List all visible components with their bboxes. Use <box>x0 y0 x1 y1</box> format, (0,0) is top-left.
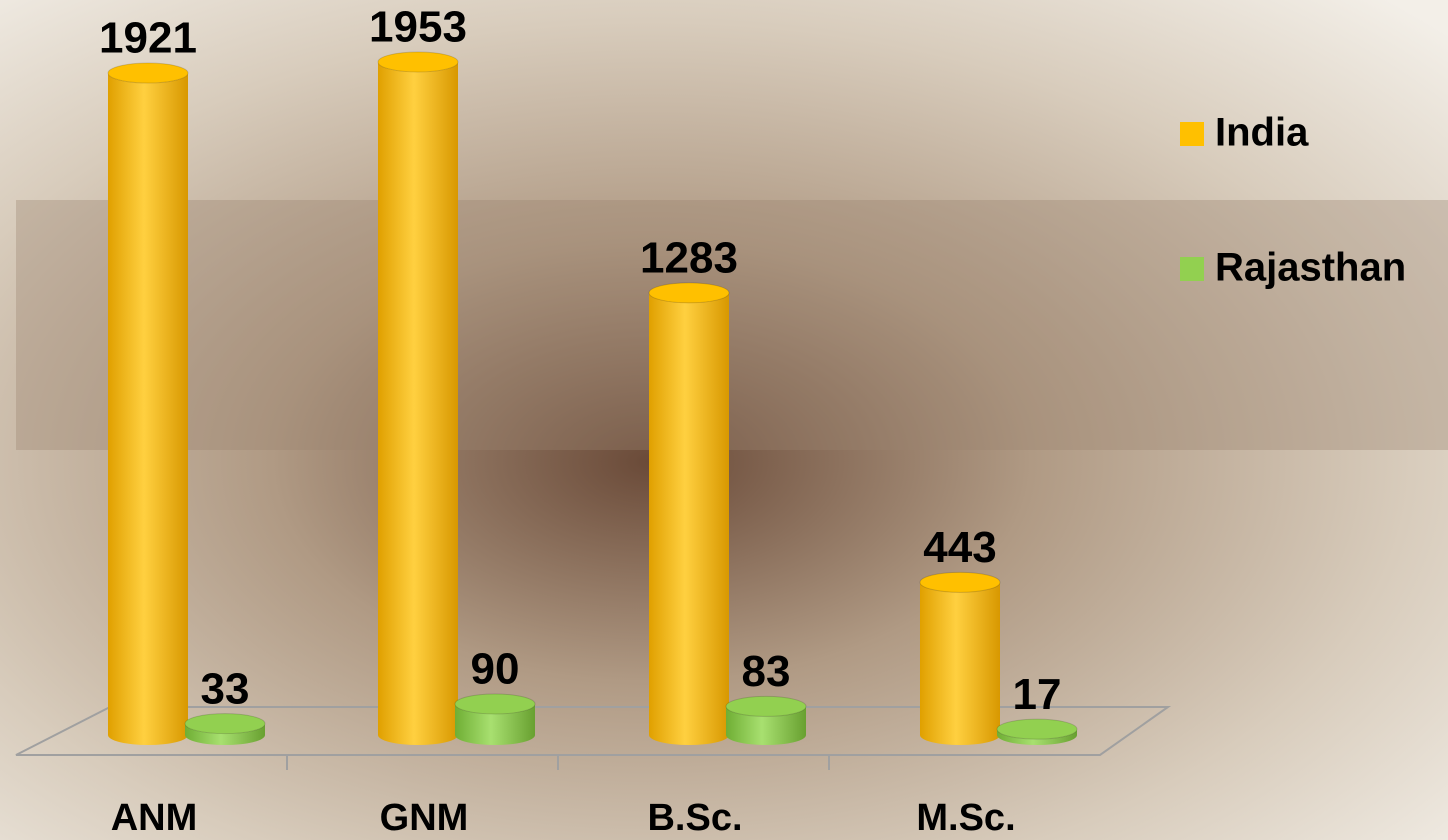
cylinder-top <box>107 62 189 84</box>
cylinder <box>185 723 265 745</box>
cylinder-top <box>184 713 266 735</box>
value-label: 90 <box>471 645 520 694</box>
value-label: 1921 <box>99 14 197 63</box>
legend-swatch <box>1180 122 1204 146</box>
legend-swatch <box>1180 257 1204 281</box>
floor <box>15 706 1172 756</box>
cylinder-top <box>377 51 459 73</box>
legend-label: Rajasthan <box>1215 246 1406 290</box>
value-label: 443 <box>923 523 996 572</box>
x-tick-label: GNM <box>380 797 469 839</box>
cylinder <box>455 703 535 745</box>
cylinder-top <box>919 571 1001 593</box>
legend-label: India <box>1215 111 1309 155</box>
x-tick-label: M.Sc. <box>916 797 1015 839</box>
background-band <box>16 200 1448 450</box>
cylinder-top <box>725 695 807 717</box>
value-label: 33 <box>201 664 250 713</box>
x-tick-label: B.Sc. <box>647 797 742 839</box>
value-label: 1953 <box>369 3 467 52</box>
cylinder <box>649 292 729 745</box>
cylinder <box>378 62 458 745</box>
value-label: 17 <box>1013 670 1062 719</box>
cylinder <box>108 73 188 745</box>
cylinder-top <box>648 282 730 304</box>
cylinder <box>920 582 1000 745</box>
cylinder <box>997 729 1077 745</box>
cylinder-top <box>996 718 1078 740</box>
value-label: 1283 <box>640 234 738 283</box>
value-label: 83 <box>742 647 791 696</box>
x-tick-label: ANM <box>111 797 198 839</box>
cylinder-top <box>454 693 536 715</box>
cylinder <box>726 706 806 745</box>
